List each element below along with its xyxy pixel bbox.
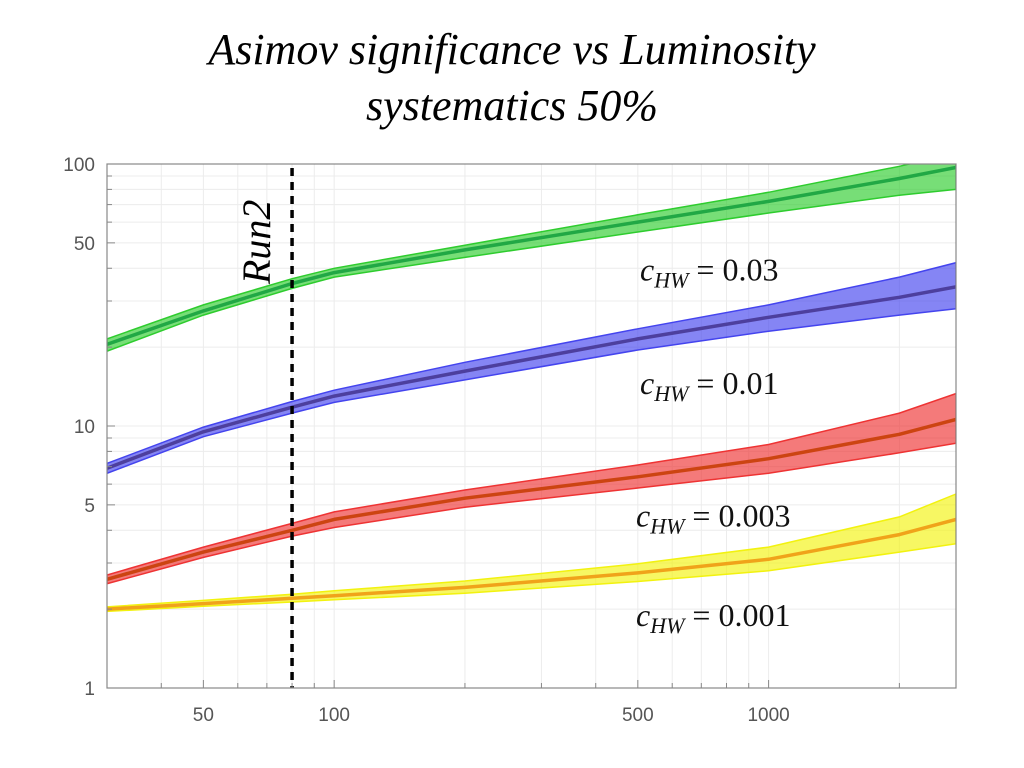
reference-line-layer: Run2 — [234, 168, 294, 688]
series-label-sub: HW — [649, 613, 686, 638]
y-tick-label: 100 — [63, 155, 95, 176]
line-series-1 — [107, 285, 956, 470]
line-series-3 — [107, 517, 956, 611]
series-label-base: c — [636, 498, 650, 534]
run2-label: Run2 — [234, 200, 279, 285]
lines-layer — [107, 165, 956, 611]
series-label-1: cHW = 0.01 — [640, 365, 778, 406]
series-label-value: = 0.03 — [688, 252, 778, 288]
band-series-3 — [107, 493, 956, 613]
x-tick-label: 50 — [193, 705, 214, 726]
series-label-base: c — [640, 252, 654, 288]
series-label-sub: HW — [653, 268, 690, 293]
band-series-0 — [107, 164, 956, 353]
series-label-value: = 0.01 — [688, 365, 778, 401]
series-label-0: cHW = 0.03 — [640, 252, 778, 293]
line-series-2 — [107, 417, 956, 581]
series-label-sub: HW — [653, 381, 690, 406]
series-label-base: c — [640, 365, 654, 401]
series-label-value: = 0.003 — [684, 498, 790, 534]
line-series-0 — [107, 165, 956, 346]
x-tick-label: 500 — [622, 705, 654, 726]
y-tick-label: 5 — [84, 496, 95, 517]
series-label-3: cHW = 0.001 — [636, 597, 790, 638]
y-tick-label: 1 — [84, 679, 95, 700]
y-tick-label: 10 — [74, 417, 95, 438]
series-label-value: = 0.001 — [684, 597, 790, 633]
series-label-base: c — [636, 597, 650, 633]
ticks-layer: 50 100 500 1000 1 5 10 50 100 — [63, 155, 900, 726]
chart-title: Asimov significance vs Luminosity — [208, 25, 816, 74]
chart-subtitle: systematics 50% — [365, 81, 659, 130]
chart-title-block: Asimov significance vs Luminosity system… — [0, 22, 1024, 134]
y-tick-label: 50 — [74, 234, 95, 255]
x-tick-label: 100 — [318, 705, 350, 726]
x-tick-label: 1000 — [747, 705, 789, 726]
series-label-2: cHW = 0.003 — [636, 498, 790, 539]
series-label-sub: HW — [649, 514, 686, 539]
